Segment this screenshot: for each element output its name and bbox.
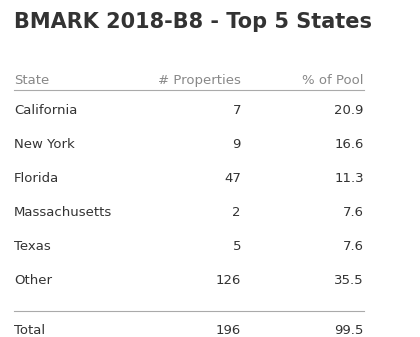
Text: State: State: [14, 74, 49, 87]
Text: 7.6: 7.6: [343, 240, 364, 253]
Text: 20.9: 20.9: [334, 103, 364, 117]
Text: 11.3: 11.3: [334, 172, 364, 185]
Text: Other: Other: [14, 274, 52, 287]
Text: 47: 47: [224, 172, 241, 185]
Text: Texas: Texas: [14, 240, 51, 253]
Text: 196: 196: [216, 324, 241, 337]
Text: 16.6: 16.6: [334, 137, 364, 151]
Text: BMARK 2018-B8 - Top 5 States: BMARK 2018-B8 - Top 5 States: [14, 12, 372, 32]
Text: Massachusetts: Massachusetts: [14, 206, 112, 219]
Text: New York: New York: [14, 137, 75, 151]
Text: 9: 9: [233, 137, 241, 151]
Text: 5: 5: [233, 240, 241, 253]
Text: California: California: [14, 103, 77, 117]
Text: # Properties: # Properties: [158, 74, 241, 87]
Text: Total: Total: [14, 324, 45, 337]
Text: 99.5: 99.5: [334, 324, 364, 337]
Text: % of Pool: % of Pool: [302, 74, 364, 87]
Text: 7: 7: [233, 103, 241, 117]
Text: 2: 2: [233, 206, 241, 219]
Text: Florida: Florida: [14, 172, 59, 185]
Text: 7.6: 7.6: [343, 206, 364, 219]
Text: 126: 126: [215, 274, 241, 287]
Text: 35.5: 35.5: [334, 274, 364, 287]
